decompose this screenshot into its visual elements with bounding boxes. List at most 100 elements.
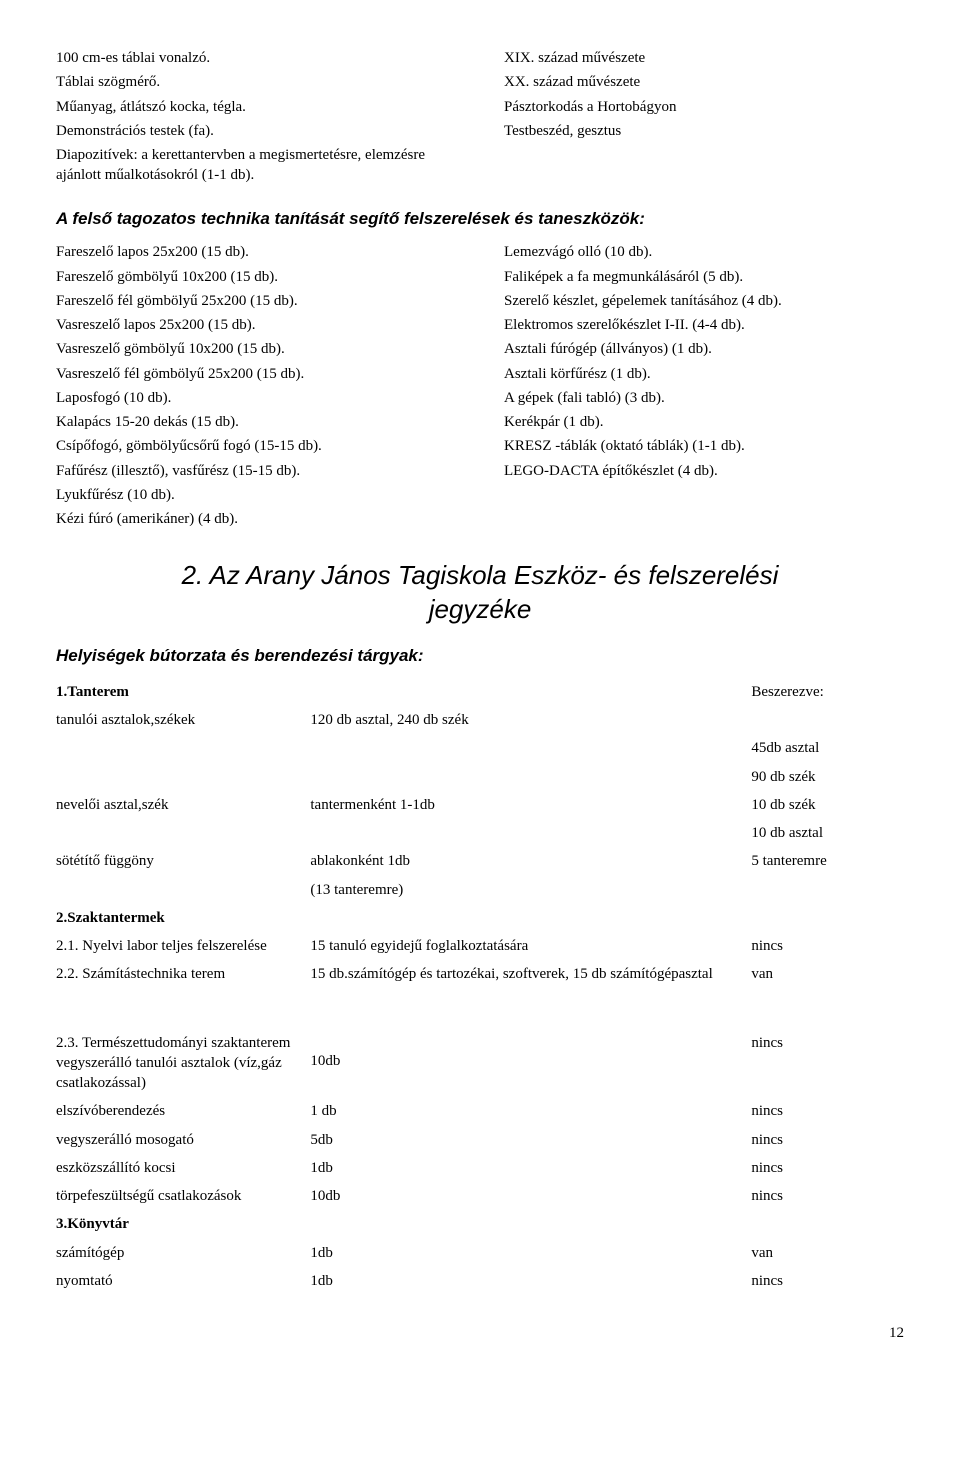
cell: 2.2. Számítástechnika terem <box>56 960 310 988</box>
cell: 2.3. Természettudományi szaktanterem veg… <box>56 1029 310 1098</box>
list-item: Lyukfűrész (10 db). <box>56 485 456 505</box>
page-number: 12 <box>56 1323 904 1343</box>
cell <box>310 819 751 847</box>
table-row: eszközszállító kocsi 1db nincs <box>56 1154 904 1182</box>
table-row: (13 tanteremre) <box>56 876 904 904</box>
table-row: nyomtató 1db nincs <box>56 1267 904 1295</box>
table-row: elszívóberendezés 1 db nincs <box>56 1097 904 1125</box>
table-row: 90 db szék <box>56 763 904 791</box>
cell: tantermenként 1-1db <box>310 791 751 819</box>
cell: nincs <box>751 1182 904 1210</box>
table-row: 2.Szaktantermek <box>56 904 904 932</box>
cell: 1 db <box>310 1097 751 1125</box>
top-left-item: Műanyag, átlátszó kocka, tégla. <box>56 97 456 117</box>
cell: 120 db asztal, 240 db szék <box>310 706 751 734</box>
t2-header3-c1: 3.Könyvtár <box>56 1210 310 1238</box>
list-item: Laposfogó (10 db). <box>56 388 456 408</box>
cell <box>310 763 751 791</box>
list-item: KRESZ -táblák (oktató táblák) (1-1 db). <box>504 436 904 456</box>
main-title: 2. Az Arany János Tagiskola Eszköz- és f… <box>136 559 824 627</box>
cell: nyomtató <box>56 1267 310 1295</box>
cell: nincs <box>751 932 904 960</box>
list-item: Kézi fúró (amerikáner) (4 db). <box>56 509 456 529</box>
main-title-text: Az Arany János Tagiskola Eszköz- és fels… <box>210 560 779 624</box>
cell: vegyszerálló mosogató <box>56 1126 310 1154</box>
cell: ablakonként 1db <box>310 847 751 875</box>
list-item: Fareszelő gömbölyű 10x200 (15 db). <box>56 267 456 287</box>
top-right-item: XIX. század művészete <box>504 48 904 68</box>
section-a-heading: A felső tagozatos technika tanítását seg… <box>56 208 904 231</box>
t1-header-c3: Beszerezve: <box>751 678 904 706</box>
table-row: 1.Tanterem Beszerezve: <box>56 678 904 706</box>
cell <box>310 1210 751 1238</box>
cell: sötétítő függöny <box>56 847 310 875</box>
cell: törpefeszültségű csatlakozások <box>56 1182 310 1210</box>
cell: tanulói asztalok,székek <box>56 706 310 734</box>
cell <box>751 904 904 932</box>
table-row: 45db asztal <box>56 734 904 762</box>
cell: számítógép <box>56 1239 310 1267</box>
table-row: törpefeszültségű csatlakozások 10db ninc… <box>56 1182 904 1210</box>
list-right-col: Lemezvágó olló (10 db). Faliképek a fa m… <box>504 242 904 533</box>
cell: 1db <box>310 1154 751 1182</box>
table-1: 1.Tanterem Beszerezve: tanulói asztalok,… <box>56 678 904 989</box>
cell <box>56 876 310 904</box>
cell: nincs <box>751 1267 904 1295</box>
cell <box>751 1210 904 1238</box>
cell <box>310 904 751 932</box>
cell: 5db <box>310 1126 751 1154</box>
cell: van <box>751 960 904 988</box>
list-item: Vasreszelő gömbölyű 10x200 (15 db). <box>56 339 456 359</box>
list-item: Lemezvágó olló (10 db). <box>504 242 904 262</box>
cell: 45db asztal <box>751 734 904 762</box>
cell <box>56 819 310 847</box>
list-item: Elektromos szerelőkészlet I-II. (4-4 db)… <box>504 315 904 335</box>
table-row: sötétítő függöny ablakonként 1db 5 tante… <box>56 847 904 875</box>
list-item: Kalapács 15-20 dekás (15 db). <box>56 412 456 432</box>
list-item: A gépek (fali tabló) (3 db). <box>504 388 904 408</box>
top-left-item: Diapozitívek: a kerettantervben a megism… <box>56 145 456 186</box>
cell: 15 db.számítógép és tartozékai, szoftver… <box>310 960 751 988</box>
list-item: LEGO-DACTA építőkészlet (4 db). <box>504 461 904 481</box>
table-row: 10 db asztal <box>56 819 904 847</box>
list-item: Asztali fúrógép (állványos) (1 db). <box>504 339 904 359</box>
cell: elszívóberendezés <box>56 1097 310 1125</box>
top-columns: 100 cm-es táblai vonalzó. Táblai szögmér… <box>56 48 904 190</box>
list-columns: Fareszelő lapos 25x200 (15 db). Fareszel… <box>56 242 904 533</box>
list-item: Csípőfogó, gömbölyűcsőrű fogó (15-15 db)… <box>56 436 456 456</box>
cell-text: 2.3. Természettudományi szaktanterem <box>56 1035 290 1051</box>
cell <box>751 706 904 734</box>
list-left-col: Fareszelő lapos 25x200 (15 db). Fareszel… <box>56 242 456 533</box>
table-row: 2.1. Nyelvi labor teljes felszerelése 15… <box>56 932 904 960</box>
cell: 10db <box>310 1029 751 1098</box>
cell <box>56 763 310 791</box>
main-title-number: 2. <box>182 560 204 590</box>
list-item: Asztali körfűrész (1 db). <box>504 364 904 384</box>
top-right-col: XIX. század művészete XX. század művésze… <box>504 48 904 190</box>
cell: eszközszállító kocsi <box>56 1154 310 1182</box>
cell: 1db <box>310 1239 751 1267</box>
cell: nincs <box>751 1126 904 1154</box>
cell: nincs <box>751 1154 904 1182</box>
top-left-col: 100 cm-es táblai vonalzó. Táblai szögmér… <box>56 48 456 190</box>
list-item: Faliképek a fa megmunkálásáról (5 db). <box>504 267 904 287</box>
cell: nincs <box>751 1029 904 1098</box>
cell: (13 tanteremre) <box>310 876 751 904</box>
t1-header2-c1: 2.Szaktantermek <box>56 904 310 932</box>
cell: 10 db asztal <box>751 819 904 847</box>
table-row: 2.2. Számítástechnika terem 15 db.számít… <box>56 960 904 988</box>
cell: nevelői asztal,szék <box>56 791 310 819</box>
cell <box>310 734 751 762</box>
subheading: Helyiségek bútorzata és berendezési tárg… <box>56 645 904 668</box>
table-row: 3.Könyvtár <box>56 1210 904 1238</box>
top-left-item: Táblai szögmérő. <box>56 72 456 92</box>
cell: 2.1. Nyelvi labor teljes felszerelése <box>56 932 310 960</box>
top-left-item: Demonstrációs testek (fa). <box>56 121 456 141</box>
list-item: Fareszelő fél gömbölyű 25x200 (15 db). <box>56 291 456 311</box>
top-right-item: XX. század művészete <box>504 72 904 92</box>
table-2: 2.3. Természettudományi szaktanterem veg… <box>56 1007 904 1296</box>
table-row: számítógép 1db van <box>56 1239 904 1267</box>
list-item: Fafűrész (illesztő), vasfűrész (15-15 db… <box>56 461 456 481</box>
cell: nincs <box>751 1097 904 1125</box>
t1-header-c1: 1.Tanterem <box>56 678 310 706</box>
